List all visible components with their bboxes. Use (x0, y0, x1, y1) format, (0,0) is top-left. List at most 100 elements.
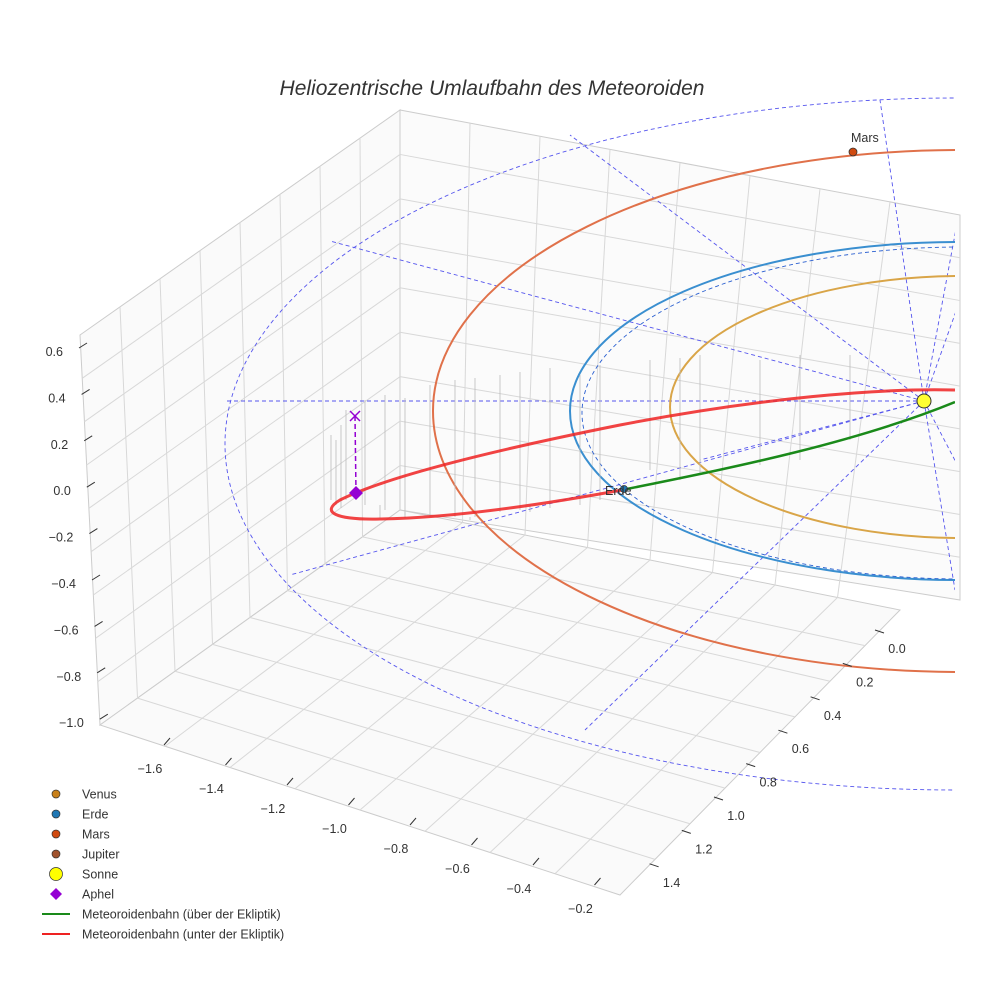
legend-item: Meteoroidenbahn (über der Ekliptik) (42, 908, 281, 922)
grid-line (324, 563, 831, 682)
y-tick-mark (778, 729, 788, 734)
y-axis-ticks: 0.0 0.2 0.4 0.6 0.8 1.0 1.2 1.4 (649, 629, 906, 890)
legend-item: Venus (51, 788, 117, 802)
x-tick-label: −1.6 (138, 762, 163, 776)
legend: Venus Erde Mars Jupiter Sonne Aphel Meteoroide… (42, 788, 284, 942)
aphel-marker (349, 486, 363, 500)
y-tick-label: 0.0 (888, 642, 905, 656)
legend-label: Meteoroidenbahn (über der Ekliptik) (82, 908, 281, 922)
ecliptic-ray (879, 99, 925, 402)
x-tick-label: −0.2 (568, 902, 593, 916)
z-tick-label: −1.0 (59, 716, 84, 730)
grid-line (489, 584, 776, 853)
legend-marker (50, 888, 62, 900)
sun-marker (916, 393, 932, 409)
earth-orbit-projection (581, 246, 955, 580)
grid-line (159, 278, 176, 672)
z-tick-mark (94, 620, 103, 627)
meteoroid-orbit-below-ecliptic (329, 388, 955, 521)
z-tick-mark (83, 435, 93, 442)
grid-line (362, 536, 866, 647)
grid-line (462, 123, 471, 523)
grid-line (649, 162, 681, 561)
grid-line (279, 194, 288, 591)
legend-marker (51, 829, 61, 839)
legend-marker (51, 789, 61, 799)
x-tick-mark (163, 737, 171, 746)
y-tick-mark (810, 696, 820, 701)
grid-line (359, 138, 363, 537)
y-tick-mark (842, 662, 852, 667)
x-axis-ticks: −1.6 −1.4 −1.2 −1.0 −0.8 −0.6 −0.4 −0.2 (138, 737, 601, 916)
chart-title: Heliozentrische Umlaufbahn des Meteoroid… (280, 77, 705, 100)
legend-item: Erde (51, 808, 108, 822)
earth-orbit (569, 241, 955, 581)
legend-marker (51, 809, 61, 819)
y-tick-mark (681, 829, 691, 834)
ecliptic-ray (923, 312, 955, 402)
mars-orbit (432, 149, 955, 673)
legend-label: Meteoroidenbahn (unter der Ekliptik) (82, 928, 284, 942)
z-tick-mark (81, 388, 90, 395)
x-tick-label: −0.8 (384, 842, 409, 856)
legend-item: Aphel (50, 888, 114, 902)
ecliptic-rays (225, 99, 955, 731)
y-tick-label: 1.4 (663, 876, 680, 890)
grid-line (319, 166, 326, 564)
legend-item: Mars (51, 828, 110, 842)
x-tick-mark (225, 757, 232, 766)
grid-line (399, 465, 961, 558)
legend-item: Meteoroidenbahn (unter der Ekliptik) (42, 928, 284, 942)
earth-label: Erde (605, 484, 631, 498)
legend-label: Jupiter (82, 848, 120, 862)
x-tick-label: −1.2 (261, 802, 286, 816)
grid-line (399, 287, 961, 387)
ecliptic-ray (569, 134, 925, 402)
projection-stems (330, 355, 851, 520)
legend-label: Venus (82, 788, 117, 802)
mars-label: Mars (851, 131, 879, 145)
floor-pane (98, 509, 902, 896)
x-tick-mark (409, 817, 417, 826)
z-tick-mark (99, 713, 109, 720)
meteoroid-orbit-above-ecliptic (621, 400, 955, 492)
z-tick-label: −0.4 (51, 577, 76, 591)
ecliptic-ray (329, 240, 925, 402)
x-tick-label: −1.4 (199, 782, 224, 796)
x-tick-label: −0.6 (445, 862, 470, 876)
y-tick-label: 1.2 (695, 842, 712, 856)
y-tick-label: 0.4 (824, 709, 841, 723)
axis-panes (79, 109, 961, 896)
z-tick-mark (78, 342, 88, 349)
y-tick-label: 1.0 (727, 809, 744, 823)
legend-marker (49, 867, 63, 881)
mars-marker (848, 147, 858, 157)
y-tick-mark (649, 863, 659, 868)
ecliptic-ray (923, 400, 955, 462)
grid-line (199, 250, 213, 645)
legend-label: Aphel (82, 888, 114, 902)
z-tick-label: 0.0 (53, 484, 70, 498)
ecliptic-ray (923, 231, 955, 402)
y-tick-label: 0.2 (856, 675, 873, 689)
grid-line (524, 136, 541, 536)
z-tick-mark (91, 574, 101, 581)
grid-line (424, 572, 713, 832)
grid-line (239, 222, 251, 618)
legend-label: Sonne (82, 868, 118, 882)
ecliptic-reference-ellipse (224, 97, 955, 791)
grid-line (399, 153, 961, 259)
grid-line (837, 201, 891, 598)
z-tick-label: 0.2 (51, 438, 68, 452)
z-tick-label: 0.6 (46, 345, 63, 359)
x-tick-mark (286, 777, 294, 786)
x-tick-label: −0.4 (507, 882, 532, 896)
ecliptic-ray (289, 400, 925, 576)
z-tick-label: −0.6 (54, 623, 79, 637)
grid-line (712, 175, 751, 573)
z-tick-label: −0.8 (57, 670, 82, 684)
ecliptic-ray (584, 400, 925, 731)
y-tick-label: 0.6 (792, 742, 809, 756)
